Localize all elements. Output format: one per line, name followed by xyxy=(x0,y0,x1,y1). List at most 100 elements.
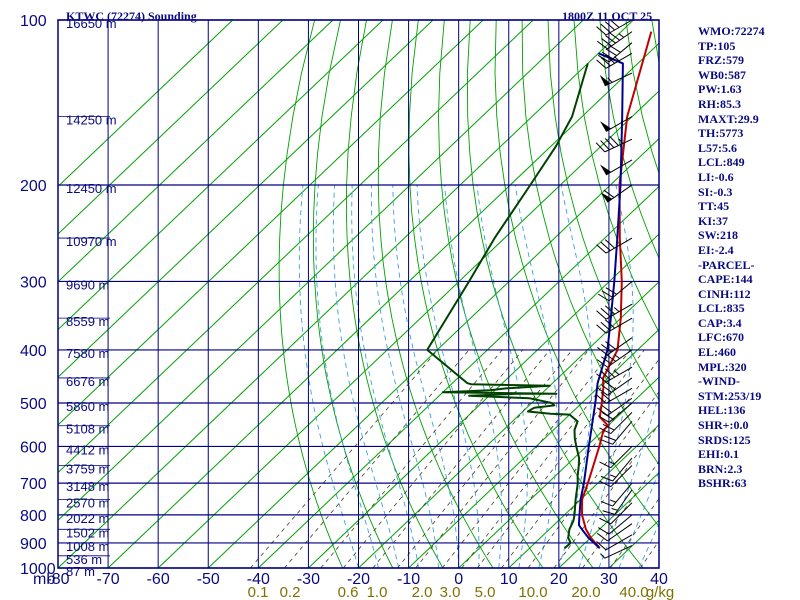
wind-barb xyxy=(597,514,633,535)
isotherm xyxy=(58,20,484,426)
dry-adiabat xyxy=(547,20,659,401)
wind-barb xyxy=(596,337,633,356)
wind-barb xyxy=(602,489,633,515)
index-item: LCL:849 xyxy=(698,155,745,170)
wind-barb-pennant xyxy=(600,192,613,203)
temperature-tick-label: -50 xyxy=(197,571,220,588)
wind-barb-flag xyxy=(600,392,611,402)
index-item: WMO:72274 xyxy=(698,24,765,38)
height-label: 1008 m xyxy=(66,539,109,554)
indices-panel: WMO:72274 TP:105 FRZ:579 WB0:587 PW:1.63 RH:8… xyxy=(698,24,765,491)
wind-barb-flag xyxy=(601,356,612,365)
wind-barb xyxy=(597,281,633,302)
wind-barb-flag xyxy=(605,353,616,362)
wind-barb-flag xyxy=(595,142,606,153)
mixing-ratio-unit: g/kg xyxy=(646,584,674,600)
wind-barb-flag xyxy=(601,38,612,47)
dry-adiabat xyxy=(466,20,644,568)
isotherm-grid xyxy=(58,20,659,568)
mixing-ratio-tick-label: 20.0 xyxy=(571,584,600,600)
wind-barb xyxy=(595,135,633,153)
wind-barb xyxy=(600,421,633,445)
temperature-tick-label: 40 xyxy=(650,571,668,588)
wind-barb-staff xyxy=(610,465,633,488)
y-axis-label: mb xyxy=(33,571,55,588)
height-label: 3759 m xyxy=(66,461,109,476)
index-item: HEL:136 xyxy=(698,403,746,418)
wind-barb xyxy=(596,317,633,334)
wind-barb-staff xyxy=(607,523,633,542)
index-item: LI:-0.6 xyxy=(698,169,734,184)
wind-barb-halfflag xyxy=(611,508,618,511)
wind-barb-pennant xyxy=(599,74,611,86)
wind-barb-flag xyxy=(604,239,616,249)
temperature-tick-label: -40 xyxy=(247,571,270,588)
wind-barb xyxy=(596,349,633,368)
index-item: EI:-2.4 xyxy=(698,242,734,257)
height-label: 14250 m xyxy=(66,112,117,127)
height-label: 536 m xyxy=(66,552,102,567)
index-item: TT:45 xyxy=(698,199,730,214)
wind-barb-flag xyxy=(596,59,607,69)
wind-barb-halfflag xyxy=(609,499,617,503)
temperature-tick-label: 0 xyxy=(454,571,463,588)
wind-barb-flag xyxy=(599,461,612,469)
wind-barb-flag xyxy=(599,427,612,435)
temperature-tick-label: 30 xyxy=(600,571,618,588)
wind-barbs xyxy=(595,18,633,559)
index-item: FRZ:579 xyxy=(698,53,744,68)
index-item: SI:-0.3 xyxy=(698,184,733,199)
wind-barb-flag xyxy=(596,324,607,334)
height-label: 2570 m xyxy=(66,496,109,511)
wind-barb-flag xyxy=(604,21,616,31)
isotherm xyxy=(58,20,634,568)
pressure-tick-label: 400 xyxy=(20,343,47,360)
isotherm xyxy=(58,20,284,235)
index-item: STM:253/19 xyxy=(698,388,762,403)
mixing-ratio-tick-label: 40.0 xyxy=(619,584,648,600)
pressure-tick-label: 600 xyxy=(20,439,47,456)
station-title: KTWC (72274) Sounding xyxy=(66,9,197,23)
index-item: LFC:670 xyxy=(698,330,744,345)
dry-adiabat xyxy=(377,20,494,568)
mixing-ratio-tick-label: 3.0 xyxy=(440,584,461,600)
wind-barb-flag xyxy=(604,319,616,329)
wind-barb-flag xyxy=(609,45,621,53)
mixing-ratio-line xyxy=(415,349,589,568)
wind-barb xyxy=(600,184,633,203)
wind-barb-halfflag xyxy=(613,56,620,62)
wind-barb-flag xyxy=(596,532,608,542)
mixing-ratio-tick-label: 0.2 xyxy=(280,584,301,600)
wind-barb-halfflag xyxy=(613,370,620,376)
time-title: 1800Z 11 OCT 25 xyxy=(562,9,653,23)
wind-barb-staff xyxy=(605,534,633,551)
mixing-ratio-tick-label: 1.0 xyxy=(367,584,388,600)
wind-barb-flag xyxy=(600,241,611,251)
pressure-tick-label: 300 xyxy=(20,274,47,291)
mixing-ratio-grid xyxy=(250,349,659,568)
wind-barb-pennant xyxy=(600,121,612,132)
index-item: TP:105 xyxy=(698,38,736,53)
isotherm xyxy=(358,281,659,568)
wind-barb-staff xyxy=(604,72,633,87)
height-label: 1502 m xyxy=(66,525,109,540)
wind-barb xyxy=(596,31,633,50)
isotherm xyxy=(58,20,234,188)
temperature-tick-label: -80 xyxy=(46,571,69,588)
wind-barb-flag xyxy=(596,373,607,383)
wind-barb xyxy=(599,446,633,469)
temperature-tick-label: -30 xyxy=(297,571,320,588)
height-label: 7580 m xyxy=(66,346,109,361)
mixing-ratio-line xyxy=(461,349,631,568)
wind-barb-flag xyxy=(599,517,612,525)
index-item: TH:5773 xyxy=(698,126,744,141)
pressure-tick-labels: 100 200 300 400 500 600 700 800 900 1000 xyxy=(20,13,56,578)
dry-adiabat xyxy=(278,20,344,568)
wind-barb-flag xyxy=(601,344,612,353)
mixing-ratio-tick-label: 5.0 xyxy=(475,584,496,600)
index-item: BRN:2.3 xyxy=(698,461,743,476)
wind-barb-halfflag xyxy=(608,460,615,465)
pressure-tick-label: 900 xyxy=(20,536,47,553)
wind-barb-flag xyxy=(600,475,613,482)
